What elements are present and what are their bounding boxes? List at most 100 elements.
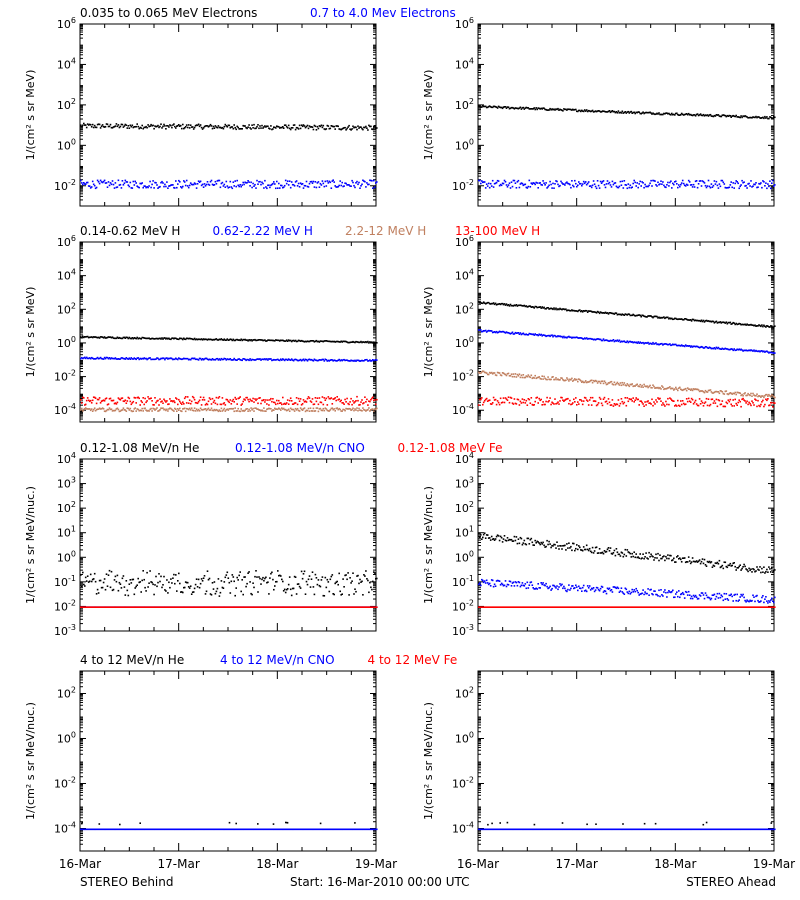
- data-point: [183, 127, 186, 129]
- data-point: [235, 185, 237, 188]
- data-point: [237, 579, 239, 581]
- data-point: [639, 112, 641, 115]
- data-point: [259, 397, 261, 399]
- data-point: [664, 186, 666, 188]
- data-point: [150, 338, 152, 340]
- data-point: [738, 322, 740, 325]
- data-point: [324, 407, 327, 409]
- data-point: [364, 396, 366, 398]
- data-point: [336, 407, 338, 409]
- data-point: [130, 337, 133, 340]
- data-point: [284, 179, 287, 182]
- data-point: [637, 385, 639, 387]
- data-point: [495, 181, 498, 184]
- data-point: [500, 184, 503, 187]
- data-point: [172, 124, 174, 126]
- data-point: [298, 186, 301, 188]
- data-point: [530, 306, 533, 308]
- data-point: [211, 339, 214, 341]
- data-point: [209, 180, 212, 183]
- data-point: [755, 325, 757, 327]
- data-point: [310, 340, 313, 342]
- data-point: [181, 403, 183, 405]
- data-point: [279, 402, 281, 404]
- data-point: [151, 337, 153, 340]
- data-point: [508, 401, 511, 404]
- data-point: [721, 179, 724, 182]
- data-point: [717, 391, 720, 393]
- data-point: [478, 404, 480, 406]
- data-point: [654, 180, 656, 182]
- data-point: [104, 398, 107, 400]
- data-point: [282, 580, 284, 583]
- data-point: [484, 329, 487, 332]
- data-point: [573, 398, 575, 401]
- data-point: [302, 399, 305, 401]
- data-point: [523, 304, 526, 307]
- data-point: [334, 185, 336, 187]
- data-point: [740, 323, 742, 326]
- data-point: [187, 586, 190, 588]
- data-point: [308, 182, 311, 185]
- data-point: [639, 180, 641, 183]
- data-point: [633, 111, 635, 114]
- data-point: [561, 396, 563, 399]
- data-point: [309, 340, 312, 342]
- data-point: [525, 399, 528, 402]
- data-point: [322, 594, 325, 597]
- data-point: [610, 340, 613, 342]
- data-point: [553, 334, 555, 337]
- data-point: [106, 356, 109, 359]
- data-point: [153, 127, 155, 130]
- data-point: [135, 125, 137, 128]
- data-point: [229, 180, 232, 183]
- data-point: [593, 311, 596, 313]
- data-point: [312, 403, 315, 406]
- data-point: [731, 186, 733, 189]
- data-point: [753, 324, 755, 327]
- data-point: [629, 314, 632, 317]
- data-point: [571, 309, 573, 311]
- data-point: [96, 123, 99, 126]
- data-point: [199, 338, 202, 341]
- data-point: [566, 181, 568, 183]
- data-point: [101, 336, 104, 338]
- data-point: [229, 358, 232, 360]
- data-point: [577, 184, 579, 187]
- data-point: [517, 332, 520, 334]
- data-point: [574, 378, 576, 380]
- data-point: [545, 400, 547, 403]
- data-point: [602, 110, 605, 112]
- data-point: [327, 581, 330, 583]
- data-point: [530, 108, 533, 110]
- data-point: [143, 578, 145, 581]
- data-point: [259, 409, 261, 411]
- data-point: [368, 591, 370, 594]
- data-point: [611, 383, 614, 385]
- data-point: [673, 113, 675, 116]
- data-point: [112, 357, 115, 360]
- data-point: [505, 303, 508, 305]
- data-point: [109, 397, 112, 400]
- data-point: [280, 126, 282, 129]
- data-point: [217, 410, 220, 413]
- data-point: [623, 382, 626, 384]
- data-point: [113, 357, 116, 360]
- data-point: [257, 339, 259, 341]
- data-point: [729, 398, 732, 401]
- data-point: [183, 338, 186, 340]
- data-point: [716, 391, 719, 393]
- data-point: [669, 181, 671, 184]
- data-point: [89, 409, 92, 412]
- data-point: [222, 127, 225, 130]
- data-point: [506, 373, 509, 375]
- data-point: [316, 583, 319, 586]
- data-point: [576, 185, 578, 188]
- data-point: [583, 310, 586, 312]
- data-point: [103, 179, 106, 182]
- data-point: [707, 179, 710, 182]
- data-point: [704, 389, 707, 392]
- data-point: [600, 111, 603, 113]
- data-point: [222, 358, 225, 361]
- data-point: [722, 321, 725, 323]
